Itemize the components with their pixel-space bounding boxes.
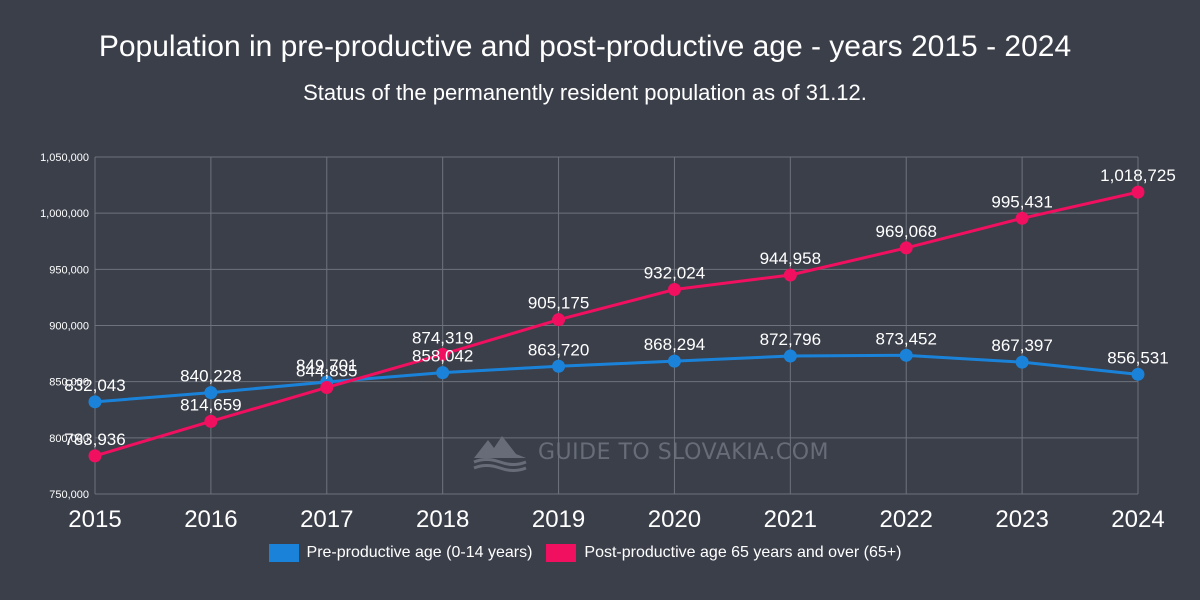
y-tick-label: 950,000 (49, 264, 89, 276)
x-tick-label: 2024 (1111, 506, 1164, 533)
legend-swatch-post-productive (546, 544, 577, 562)
x-tick-label: 2021 (764, 506, 817, 533)
data-label-1-5: 932,024 (644, 264, 705, 283)
data-point-0-7[interactable] (899, 348, 913, 362)
data-label-0-0: 832,043 (64, 376, 125, 395)
data-point-0-9[interactable] (1131, 367, 1145, 381)
x-tick-label: 2018 (416, 506, 469, 533)
data-point-1-6[interactable] (783, 268, 797, 282)
data-label-0-3: 858,042 (412, 347, 473, 366)
data-label-1-1: 814,659 (180, 395, 241, 414)
data-label-1-9: 1,018,725 (1100, 166, 1176, 185)
series (88, 185, 1145, 463)
y-tick-label: 1,050,000 (40, 152, 89, 164)
legend-item-post-productive[interactable]: Post-productive age 65 years and over (6… (546, 544, 901, 562)
data-label-1-3: 874,319 (412, 328, 473, 347)
data-point-1-3[interactable] (436, 347, 450, 361)
data-point-1-0[interactable] (88, 449, 102, 463)
data-point-0-8[interactable] (1015, 355, 1029, 369)
data-point-1-2[interactable] (320, 380, 334, 394)
y-tick-label: 750,000 (49, 489, 89, 501)
data-label-0-6: 872,796 (760, 330, 821, 349)
mountain-logo-icon (473, 436, 527, 472)
legend-label-pre-productive: Pre-productive age (0-14 years) (306, 544, 533, 561)
data-label-1-2: 844,835 (296, 361, 357, 380)
data-label-0-5: 868,294 (644, 335, 705, 354)
grid (94, 156, 1139, 495)
series-line-0 (94, 353, 1139, 404)
x-tick-label: 2020 (648, 506, 701, 533)
x-tick-label: 2016 (184, 506, 237, 533)
x-tick-label: 2017 (300, 506, 353, 533)
data-label-1-7: 969,068 (875, 222, 936, 241)
x-tick-label: 2019 (532, 506, 585, 533)
data-point-1-8[interactable] (1015, 211, 1029, 225)
legend-label-post-productive: Post-productive age 65 years and over (6… (584, 544, 902, 561)
data-point-0-3[interactable] (436, 366, 450, 380)
data-label-0-9: 856,531 (1107, 348, 1168, 367)
data-labels: 832,043 840,228 849,701 858,042 863,720 868,2… (64, 166, 1176, 449)
data-point-1-4[interactable] (552, 313, 566, 327)
watermark: GUIDE TO SLOVAKIA.COM (472, 432, 829, 472)
series-line-1 (94, 190, 1139, 458)
y-tick-label: 1,000,000 (40, 208, 89, 220)
data-label-1-8: 995,431 (991, 192, 1052, 211)
data-label-1-6: 944,958 (760, 249, 821, 268)
x-tick-label: 2015 (68, 506, 121, 533)
data-label-0-8: 867,397 (991, 336, 1052, 355)
data-label-1-0: 783,936 (64, 430, 125, 449)
data-label-0-2: 849,701 (296, 356, 357, 375)
data-point-0-6[interactable] (783, 349, 797, 363)
y-tick-label: 800,000 (49, 433, 89, 445)
data-point-1-1[interactable] (204, 414, 218, 428)
data-point-0-4[interactable] (552, 359, 566, 373)
legend-swatch-pre-productive (268, 544, 299, 562)
data-label-0-7: 873,452 (875, 329, 936, 348)
watermark-text: GUIDE TO SLOVAKIA.COM (538, 439, 830, 465)
chart-subtitle: Status of the permanently resident popul… (303, 80, 867, 105)
data-label-0-4: 863,720 (528, 340, 589, 359)
data-point-0-5[interactable] (667, 354, 681, 368)
data-point-0-1[interactable] (204, 386, 218, 400)
x-tick-label: 2023 (995, 506, 1048, 533)
data-point-1-7[interactable] (899, 241, 913, 255)
data-label-1-4: 905,175 (528, 294, 589, 313)
data-point-1-5[interactable] (667, 283, 681, 297)
legend: Pre-productive age (0-14 years) Post-pro… (0, 544, 1170, 562)
x-tick-label: 2022 (880, 506, 933, 533)
y-tick-label: 900,000 (49, 321, 89, 333)
axes: 750,000 800,000 850,000 900,000 950,000 1,000… (40, 152, 1165, 533)
data-label-0-1: 840,228 (180, 367, 241, 386)
chart-title: Population in pre-productive and post-pr… (98, 30, 1072, 63)
legend-item-pre-productive[interactable]: Pre-productive age (0-14 years) (268, 544, 533, 562)
y-tick-label: 850,000 (49, 377, 89, 389)
data-point-0-0[interactable] (88, 395, 102, 409)
data-point-1-9[interactable] (1131, 185, 1145, 199)
